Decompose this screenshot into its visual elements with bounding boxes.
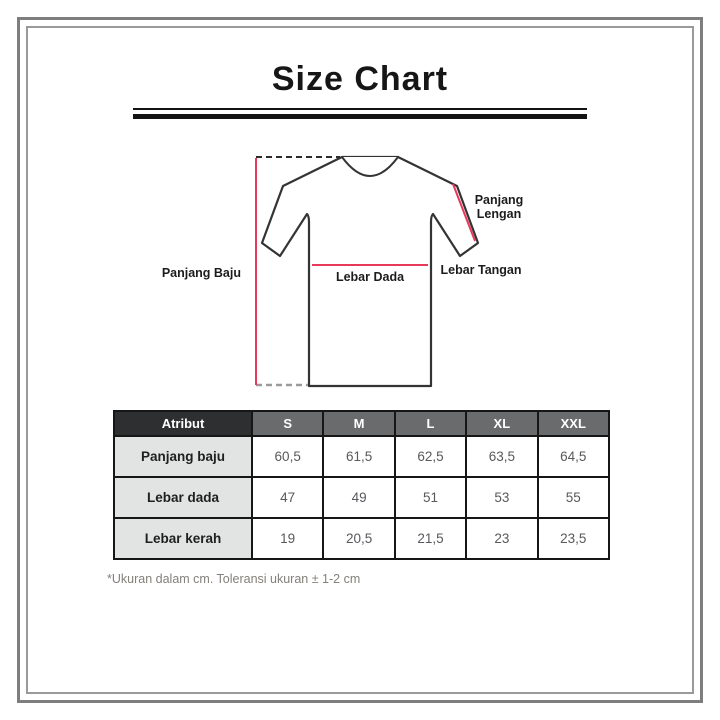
table-row-lebar-kerah: Lebar kerah 19 20,5 21,5 23 23,5 xyxy=(113,517,611,560)
lebar-dada-label: Lebar Dada xyxy=(336,270,405,284)
size-value-cell: 53 xyxy=(465,476,539,519)
header-row: Atribut S M L XL XXL xyxy=(113,410,611,437)
size-value-cell: 19 xyxy=(250,517,325,560)
outer-frame xyxy=(17,17,703,703)
size-table-body: Panjang baju 60,5 61,5 62,5 63,5 64,5 Le… xyxy=(113,435,611,560)
lebar-tangan-label: Lebar Tangan xyxy=(440,263,521,277)
size-value-cell: 64,5 xyxy=(536,435,611,478)
table-row-panjang-baju: Panjang baju 60,5 61,5 62,5 63,5 64,5 xyxy=(113,435,611,478)
panjang-lengan-measure-line xyxy=(452,183,476,242)
size-value-cell: 62,5 xyxy=(393,435,468,478)
size-value-cell: 23,5 xyxy=(536,517,611,560)
size-value-cell: 55 xyxy=(536,476,611,519)
tshirt-measurement-diagram: Panjang Baju Lebar Dada Panjang Lengan L… xyxy=(162,155,524,388)
size-column-header-s: S xyxy=(250,410,325,437)
size-column-header-xxl: XXL xyxy=(536,410,611,437)
panjang-lengan-label-line1: Panjang xyxy=(475,193,524,207)
size-column-header-xl: XL xyxy=(465,410,539,437)
size-value-cell: 61,5 xyxy=(322,435,396,478)
size-table: Atribut S M L XL XXL Panjang baju 60,5 6… xyxy=(113,410,611,560)
title-divider xyxy=(133,108,587,119)
size-value-cell: 51 xyxy=(393,476,468,519)
size-value-cell: 47 xyxy=(250,476,325,519)
tshirt-outline-icon xyxy=(260,155,480,388)
size-value-cell: 49 xyxy=(322,476,396,519)
size-tolerance-footnote: *Ukuran dalam cm. Toleransi ukuran ± 1-2… xyxy=(107,572,361,586)
divider-thin-line xyxy=(133,108,587,110)
size-value-cell: 63,5 xyxy=(465,435,539,478)
row-label: Lebar dada xyxy=(113,476,253,519)
panjang-baju-label: Panjang Baju xyxy=(162,266,241,280)
size-column-header-l: L xyxy=(393,410,468,437)
size-value-cell: 21,5 xyxy=(393,517,468,560)
size-table-header: Atribut S M L XL XXL xyxy=(113,410,611,437)
size-value-cell: 20,5 xyxy=(322,517,396,560)
page-title: Size Chart xyxy=(271,60,449,98)
collar-curve-icon xyxy=(341,156,399,177)
table-row-lebar-dada: Lebar dada 47 49 51 53 55 xyxy=(113,476,611,519)
inner-frame xyxy=(26,26,694,694)
size-column-header-m: M xyxy=(322,410,396,437)
panjang-lengan-label-line2: Lengan xyxy=(477,207,521,221)
divider-thick-line xyxy=(133,114,587,119)
row-label: Panjang baju xyxy=(113,435,253,478)
size-value-cell: 23 xyxy=(465,517,539,560)
size-value-cell: 60,5 xyxy=(250,435,325,478)
row-label: Lebar kerah xyxy=(113,517,253,560)
attribute-column-header: Atribut xyxy=(113,410,253,437)
